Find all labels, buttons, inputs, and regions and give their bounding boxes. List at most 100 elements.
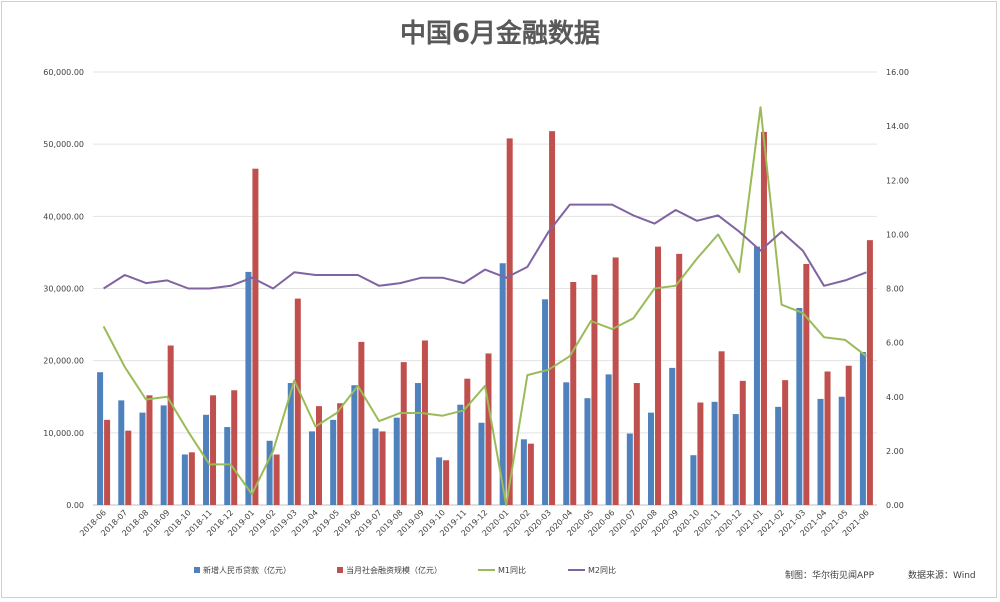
right-tick-label: 2.00 xyxy=(886,447,904,456)
bar-financing xyxy=(125,430,132,505)
legend-item: 当月社会融资规模（亿元） xyxy=(337,565,442,575)
bar-financing xyxy=(527,443,534,505)
bar-loans xyxy=(669,367,676,505)
bar-loans xyxy=(266,440,273,505)
bar-loans xyxy=(414,383,421,505)
bar-loans xyxy=(838,396,845,505)
line-series xyxy=(102,106,868,506)
left-tick-label: 0.00 xyxy=(66,501,84,510)
right-tick-label: 8.00 xyxy=(886,285,904,294)
bar-financing xyxy=(633,383,640,505)
legend-item: 新增人民币贷款（亿元） xyxy=(194,565,291,575)
bar-financing xyxy=(866,240,873,506)
left-tick-label: 10,000.00 xyxy=(43,429,84,438)
bar-loans xyxy=(351,385,358,505)
bar-financing xyxy=(294,298,301,505)
bar-financing xyxy=(697,402,704,505)
bar-financing xyxy=(485,353,492,505)
line-m1 xyxy=(102,106,868,506)
right-tick-label: 12.00 xyxy=(886,176,909,185)
bar-loans xyxy=(499,263,506,505)
bar-loans xyxy=(648,412,655,505)
left-axis-ticks: 0.00 10,000.00 20,000.00 30,000.00 40,000.00… xyxy=(43,68,84,510)
bar-loans xyxy=(224,427,231,505)
maker-note: 制图：华尔街见闻APP xyxy=(785,569,875,581)
left-tick-label: 30,000.00 xyxy=(43,285,84,294)
legend-item: M2同比 xyxy=(568,565,616,575)
legend-swatch xyxy=(194,567,200,573)
bar-loans xyxy=(330,419,337,505)
bar-financing xyxy=(104,419,111,505)
left-tick-label: 40,000.00 xyxy=(43,212,84,221)
bar-loans xyxy=(181,454,188,505)
bar-loans xyxy=(563,382,570,505)
bar-financing xyxy=(506,138,513,506)
bar-loans xyxy=(605,374,612,505)
right-tick-label: 16.00 xyxy=(886,68,909,77)
bar-loans xyxy=(245,271,252,505)
bar-loans xyxy=(520,439,527,505)
bar-loans xyxy=(436,457,443,505)
left-tick-label: 50,000.00 xyxy=(43,140,84,149)
right-tick-label: 14.00 xyxy=(886,122,909,131)
legend-label: M2同比 xyxy=(588,565,616,575)
source-note: 数据来源：Wind xyxy=(908,569,976,581)
bar-loans xyxy=(478,422,485,505)
bar-loans xyxy=(584,398,591,505)
bar-financing xyxy=(676,253,683,505)
bar-financing xyxy=(549,131,556,505)
bar-loans xyxy=(859,352,866,505)
bar-loans xyxy=(690,455,697,505)
bar-series xyxy=(97,131,873,506)
bar-financing xyxy=(379,431,386,505)
legend-label: 新增人民币贷款（亿元） xyxy=(203,565,291,575)
bar-financing xyxy=(400,362,407,505)
bar-financing xyxy=(252,168,259,505)
bar-financing xyxy=(464,378,471,505)
bar-loans xyxy=(457,404,464,505)
bar-loans xyxy=(118,400,125,505)
bar-financing xyxy=(718,351,725,505)
bar-financing xyxy=(803,263,810,505)
bar-loans xyxy=(753,246,760,506)
bar-loans xyxy=(732,414,739,505)
bar-financing xyxy=(845,365,852,505)
bar-financing xyxy=(612,257,619,505)
bar-financing xyxy=(782,380,789,505)
chart-title: 中国6月金融数据 xyxy=(400,18,600,49)
right-axis-ticks: 0.00 2.00 4.00 6.00 8.00 10.00 12.00 14.00 16.00 xyxy=(886,68,909,510)
bar-loans xyxy=(711,401,718,505)
legend-item: M1同比 xyxy=(478,565,526,575)
x-axis-ticks: 2018-062018-072018-082018-092018-102018-… xyxy=(78,508,871,538)
bar-financing xyxy=(739,380,746,505)
bar-financing xyxy=(315,406,322,505)
bar-loans xyxy=(796,307,803,505)
bar-financing xyxy=(167,345,174,505)
bar-financing xyxy=(443,460,450,505)
bar-loans xyxy=(308,431,315,505)
bar-loans xyxy=(287,383,294,505)
bar-loans xyxy=(139,412,146,505)
bar-financing xyxy=(760,131,767,506)
bar-loans xyxy=(393,417,400,505)
line-m2 xyxy=(103,203,867,290)
bar-loans xyxy=(372,428,379,505)
right-tick-label: 4.00 xyxy=(886,393,904,402)
left-tick-label: 60,000.00 xyxy=(43,68,84,77)
bar-loans xyxy=(542,299,549,505)
bar-financing xyxy=(824,371,831,505)
bar-financing xyxy=(655,246,662,506)
bar-financing xyxy=(421,340,428,505)
bar-financing xyxy=(570,282,577,505)
bar-financing xyxy=(188,452,195,505)
bar-loans xyxy=(97,372,104,505)
right-tick-label: 10.00 xyxy=(886,230,909,239)
bar-financing xyxy=(210,395,217,505)
right-tick-label: 6.00 xyxy=(886,339,904,348)
legend-swatch xyxy=(337,567,343,573)
bar-financing xyxy=(146,395,153,505)
bar-loans xyxy=(160,405,167,505)
bar-loans xyxy=(817,398,824,505)
bar-financing xyxy=(337,403,344,505)
